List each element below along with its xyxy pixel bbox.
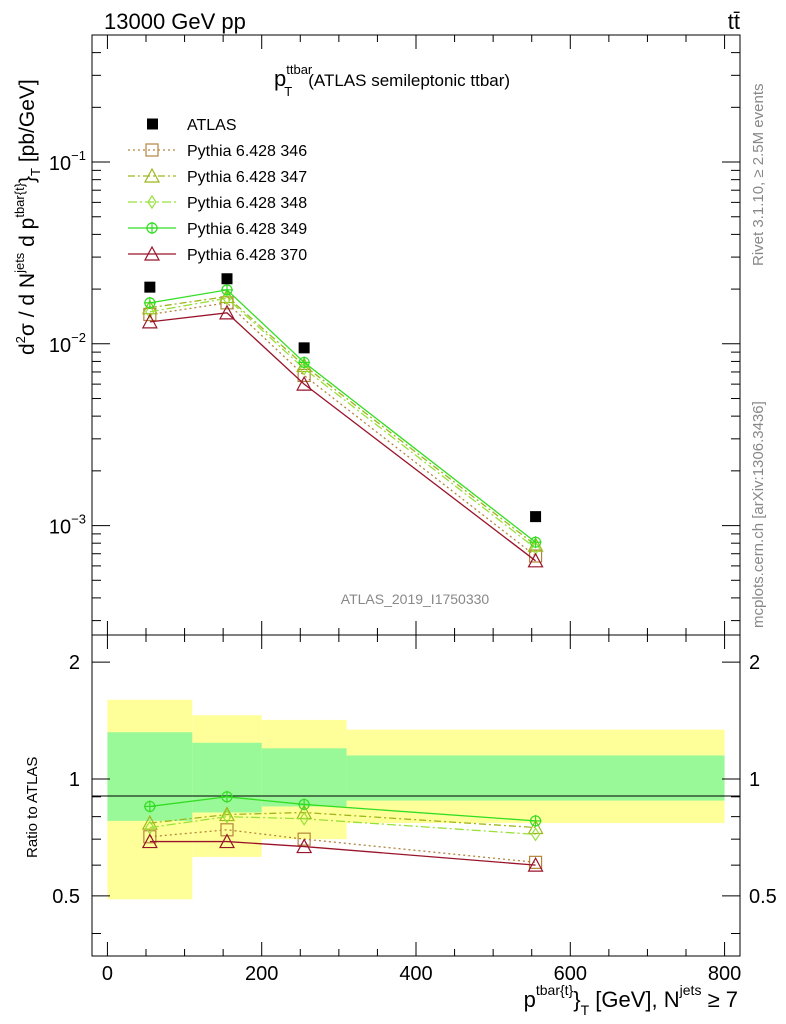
series-marker — [218, 806, 236, 822]
x-tick-label: 600 — [554, 963, 587, 985]
series-marker — [141, 814, 158, 830]
series-marker — [528, 855, 543, 869]
series-marker — [299, 811, 309, 826]
ratio-series-line — [149, 796, 536, 822]
legend-label: Pythia 6.428 348 — [187, 195, 307, 212]
series-marker — [527, 819, 544, 835]
legend-label: Pythia 6.428 349 — [187, 221, 307, 238]
series-marker — [146, 222, 158, 234]
series-line — [149, 295, 536, 546]
series-marker — [222, 809, 232, 824]
series-marker — [527, 856, 544, 872]
y-tick-label: 10−2 — [49, 330, 86, 357]
header-energy-label: 13000 GeV pp — [104, 9, 246, 34]
series-line — [149, 297, 536, 549]
legend-label: Pythia 6.428 346 — [187, 143, 307, 160]
plot-title: pttbar T(ATLAS semileptonic ttbar) — [274, 62, 510, 99]
x-tick-label: 0 — [102, 963, 113, 985]
series-marker — [529, 814, 542, 827]
mcplots-label: mcplots.cern.ch [arXiv:1306.3436] — [750, 401, 767, 628]
series-marker — [527, 536, 544, 552]
series-line — [149, 302, 536, 557]
x-tick-label: 400 — [399, 963, 432, 985]
analysis-id: ATLAS_2019_I1750330 — [341, 591, 490, 607]
ratio-tick-label-right: 0.5 — [749, 886, 777, 908]
ratio-tick-label-right: 2 — [749, 652, 760, 674]
series-line — [149, 312, 536, 562]
atlas-data-point — [221, 273, 233, 285]
series-marker — [141, 313, 158, 329]
legend-label: Pythia 6.428 347 — [187, 169, 307, 186]
series-marker — [530, 827, 541, 842]
ratio-series-line — [149, 811, 536, 829]
tick-labels: 0 200 400 600 800 10−1 10−2 10−3 2 2 1 1 0.5 0.5 — [49, 148, 777, 985]
legend-label: ATLAS — [187, 117, 237, 134]
legend-label: Pythia 6.428 370 — [187, 247, 307, 264]
ratio-series-line — [149, 829, 536, 864]
series-layer — [141, 283, 544, 872]
series-marker — [296, 375, 313, 391]
ratio-y-axis-label: Ratio to ATLAS — [24, 757, 41, 858]
series-line — [149, 289, 536, 543]
x-tick-label: 200 — [245, 963, 278, 985]
series-marker — [527, 552, 544, 568]
rivet-label: Rivet 3.1.10, ≥ 2.5M events — [750, 84, 767, 267]
y-tick-label: 10−3 — [49, 512, 86, 539]
series-marker — [529, 536, 542, 549]
legend: ATLAS Pythia 6.428 346 Pythia 6.428 347 Pyt… — [128, 117, 307, 264]
series-marker — [298, 798, 311, 811]
ratio-tick-label-right: 1 — [749, 769, 760, 791]
ratio-band-inner — [261, 748, 347, 807]
x-axis-label: ptbar{t}}T [GeV], Njets ≥ 7 — [524, 982, 738, 1018]
series-marker — [147, 194, 157, 210]
series-marker — [222, 291, 232, 306]
series-marker — [143, 167, 161, 183]
series-marker — [218, 288, 236, 304]
y-tick-label: 10−1 — [49, 148, 86, 175]
series-marker — [296, 838, 313, 854]
y-axis-label: d2σ / d Njets d ptbar{t}}T [pb/GeV] — [12, 79, 43, 355]
series-marker — [143, 245, 161, 261]
atlas-data-point — [530, 511, 542, 523]
series-marker — [221, 283, 233, 296]
series-marker — [143, 296, 156, 309]
series-marker — [143, 830, 157, 844]
series-marker — [297, 832, 311, 846]
ratio-band-inner — [346, 755, 725, 801]
axis-ticks — [92, 34, 740, 956]
series-marker — [143, 800, 156, 813]
series-marker — [298, 356, 311, 369]
atlas-data-layer — [144, 273, 542, 523]
atlas-data-point — [144, 281, 156, 293]
series-marker — [145, 304, 155, 319]
ratio-series-line — [149, 840, 536, 866]
ratio-series-line — [149, 815, 536, 836]
header-process-label: tt̄ — [728, 9, 740, 34]
legend-atlas-marker — [147, 118, 158, 130]
series-marker — [141, 833, 158, 849]
ratio-tick-label-left: 2 — [69, 652, 80, 674]
series-marker — [218, 833, 236, 849]
ratio-tick-label-left: 1 — [69, 769, 80, 791]
series-marker — [145, 143, 159, 157]
series-marker — [221, 790, 233, 803]
atlas-data-point — [298, 342, 310, 354]
x-tick-label: 800 — [708, 963, 741, 985]
ratio-tick-label-left: 0.5 — [52, 886, 80, 908]
series-marker — [218, 304, 236, 320]
